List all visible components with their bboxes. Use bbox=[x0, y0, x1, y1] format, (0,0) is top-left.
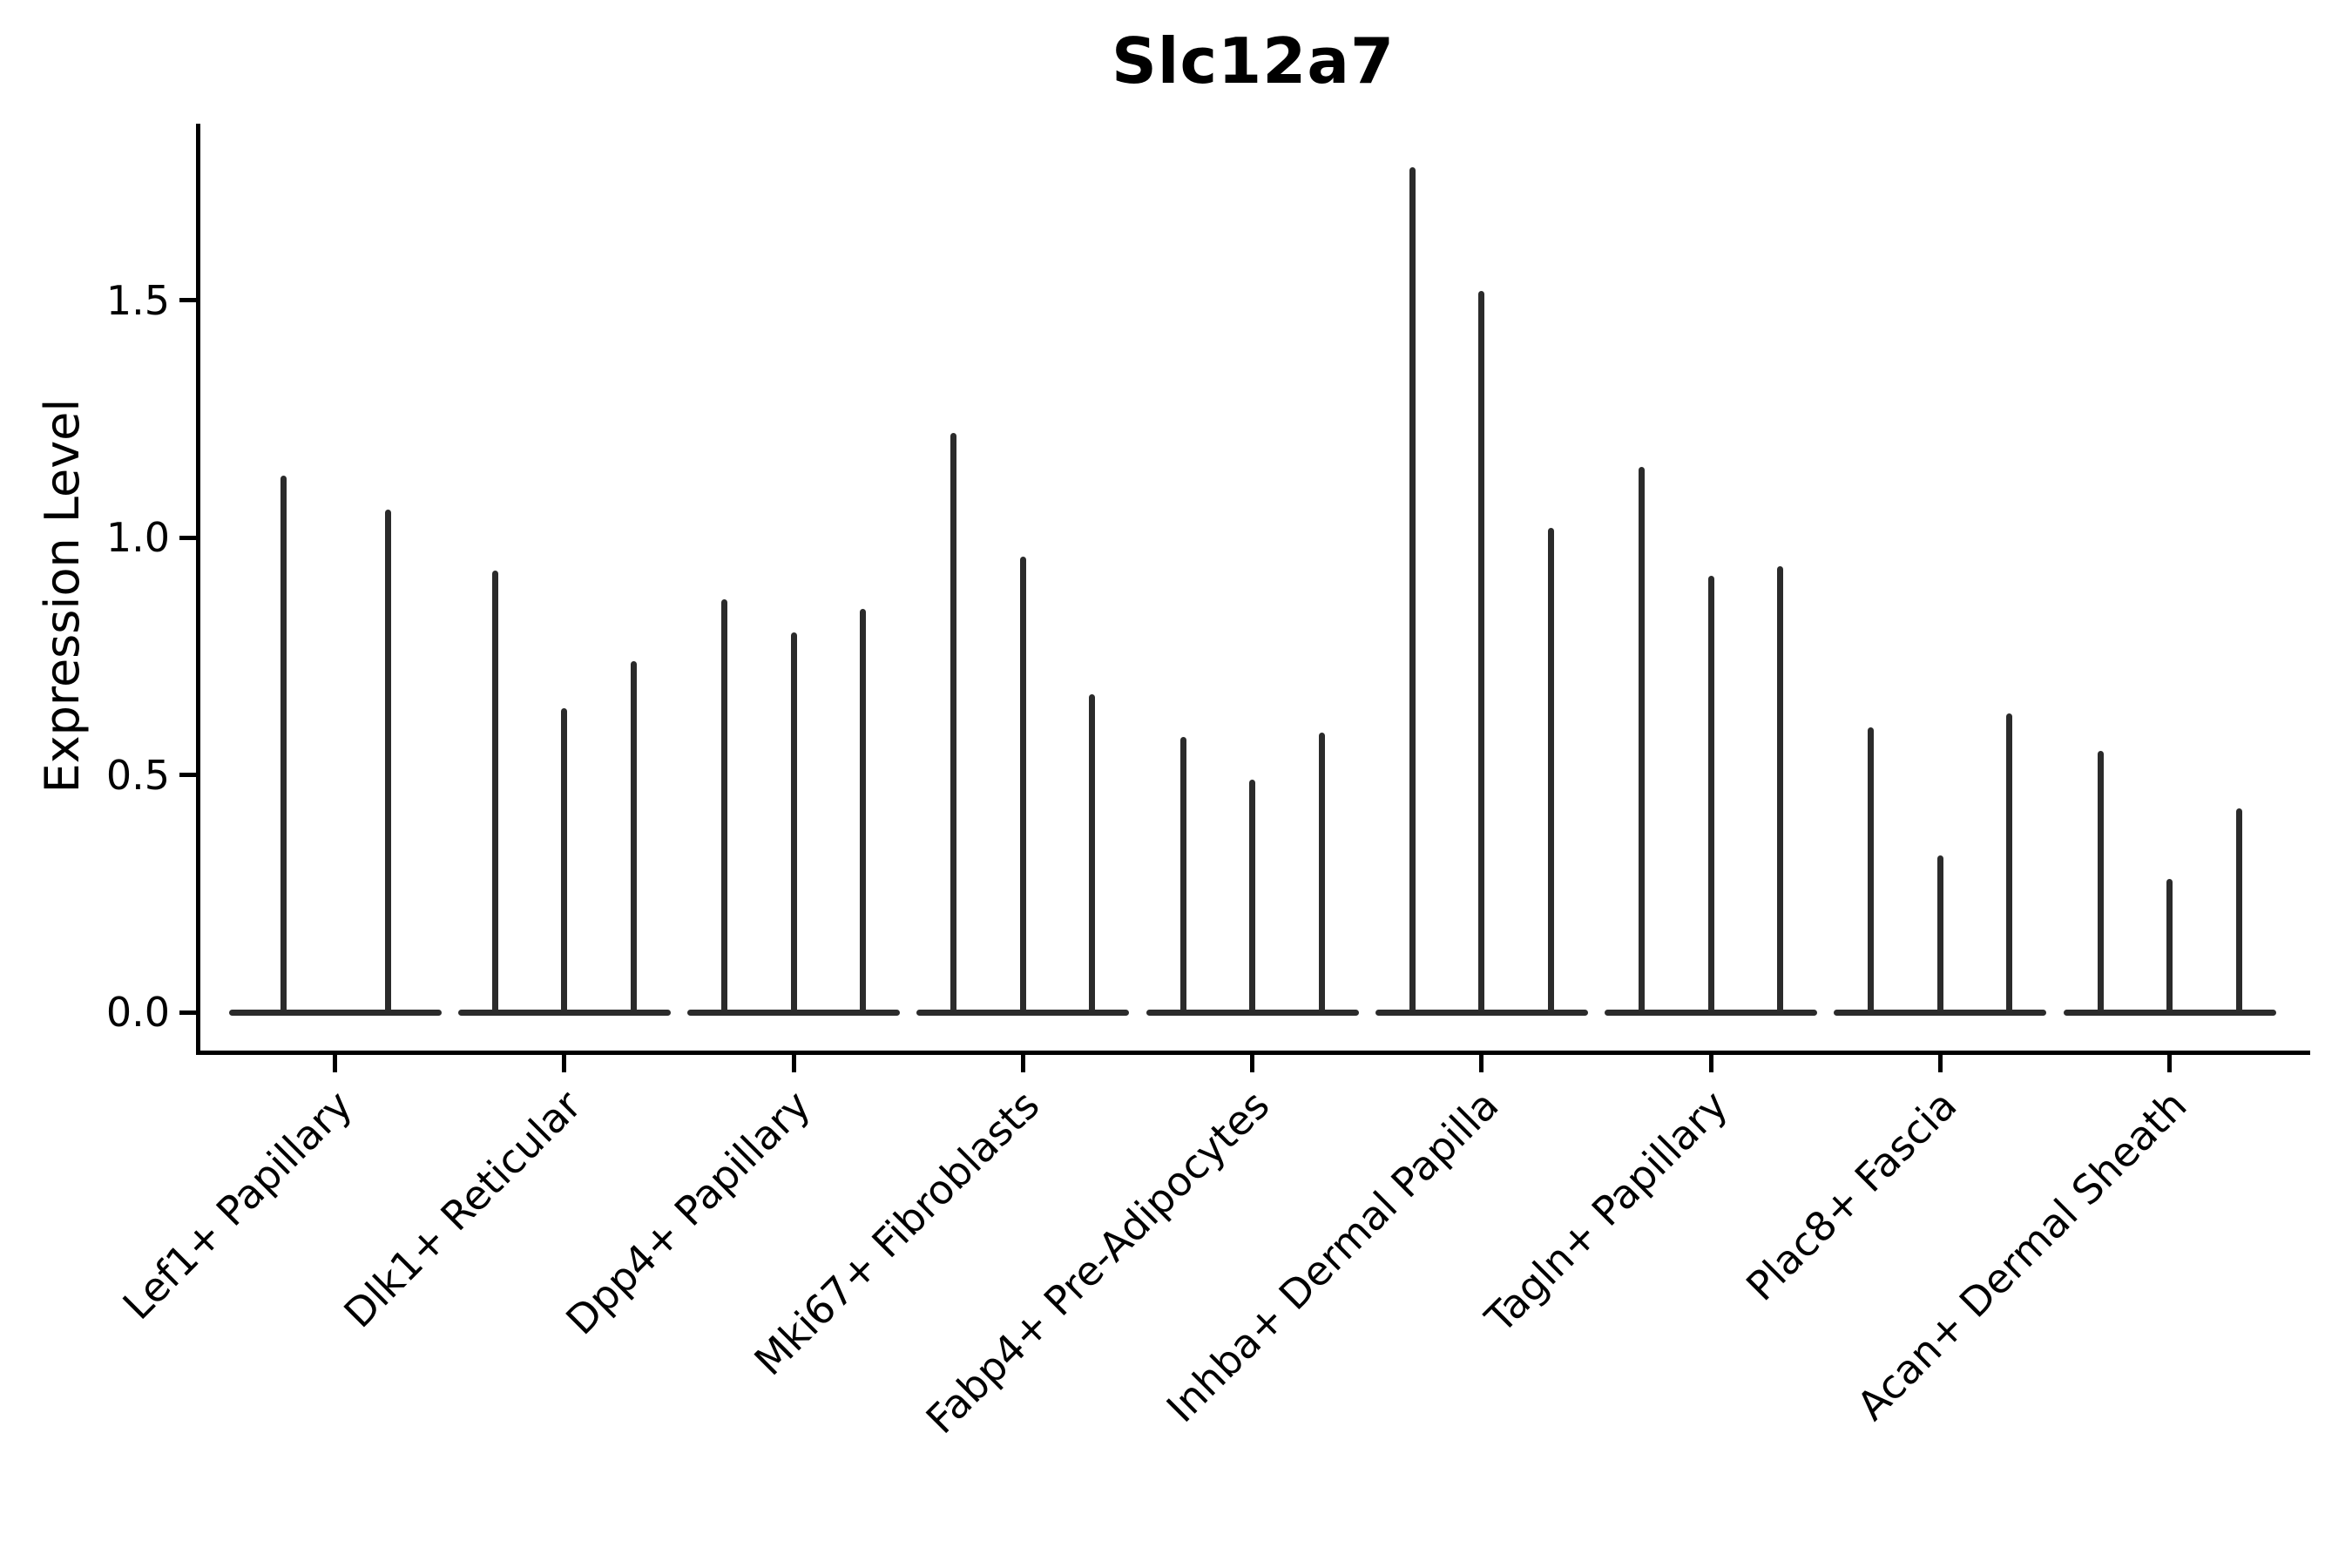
x-tick-mark bbox=[2167, 1055, 2172, 1072]
x-tick-label: Fabp4+ Pre-Adipocytes bbox=[916, 1081, 1278, 1443]
violin-spike bbox=[2097, 751, 2104, 1012]
y-tick-label: 1.0 bbox=[105, 514, 170, 562]
violin-spike bbox=[280, 476, 287, 1012]
violin-spike bbox=[2006, 713, 2013, 1012]
x-tick-label: Dpp4+ Papillary bbox=[557, 1081, 820, 1344]
violin-spike bbox=[1318, 732, 1325, 1012]
violin-spike bbox=[1639, 466, 1645, 1012]
x-tick-mark bbox=[1708, 1055, 1713, 1072]
violin-spike bbox=[2166, 879, 2173, 1012]
y-tick-label: 1.5 bbox=[105, 276, 170, 324]
y-tick-mark bbox=[179, 1010, 196, 1015]
violin-spike bbox=[1707, 575, 1714, 1012]
violin-spike bbox=[950, 433, 957, 1012]
x-tick-label: Dlk1+ Reticular bbox=[335, 1081, 591, 1337]
chart-title: Slc12a7 bbox=[1111, 24, 1396, 98]
x-tick-mark bbox=[791, 1055, 796, 1072]
violin-base bbox=[2063, 1009, 2276, 1016]
x-tick-label: Acan+ Dermal Sheath bbox=[1847, 1081, 2195, 1429]
x-tick-label: Plac8+ Fascia bbox=[1737, 1081, 1966, 1310]
x-tick-label: Inhba+ Dermal Papilla bbox=[1157, 1081, 1508, 1432]
violin-base bbox=[1375, 1009, 1588, 1016]
y-tick-label: 0.5 bbox=[105, 751, 170, 799]
violin-spike bbox=[1019, 557, 1026, 1012]
x-tick-mark bbox=[1250, 1055, 1254, 1072]
violin-base bbox=[1146, 1009, 1359, 1016]
violin-spike bbox=[1936, 855, 1943, 1012]
violin-spike bbox=[860, 609, 866, 1012]
violin-spike bbox=[721, 599, 727, 1012]
violin-base bbox=[457, 1009, 671, 1016]
violin-base bbox=[228, 1009, 442, 1016]
violin-spike bbox=[1868, 727, 1875, 1012]
violin-spike bbox=[1089, 694, 1096, 1012]
violin-spike bbox=[1478, 291, 1485, 1012]
violin-spike bbox=[561, 708, 568, 1012]
violin-spike bbox=[790, 632, 797, 1012]
violin-base bbox=[1605, 1009, 1817, 1016]
violin-base bbox=[1834, 1009, 2047, 1016]
violin-spike bbox=[1409, 167, 1416, 1012]
x-tick-label: Mki67+ Fibroblasts bbox=[745, 1081, 1049, 1385]
violin-spike bbox=[1777, 565, 1783, 1012]
violin-base bbox=[687, 1009, 900, 1016]
y-tick-label: 0.0 bbox=[105, 989, 170, 1036]
x-tick-mark bbox=[333, 1055, 337, 1072]
y-axis-spine bbox=[196, 124, 200, 1055]
x-axis-spine bbox=[196, 1051, 2310, 1055]
violin-spike bbox=[491, 571, 498, 1012]
violin-spike bbox=[1179, 737, 1186, 1012]
y-tick-mark bbox=[179, 535, 196, 540]
y-tick-mark bbox=[179, 773, 196, 778]
x-tick-mark bbox=[1937, 1055, 1943, 1072]
y-tick-mark bbox=[179, 298, 196, 303]
y-axis-label: Expression Level bbox=[35, 398, 90, 794]
violin-base bbox=[916, 1009, 1130, 1016]
x-tick-mark bbox=[1020, 1055, 1025, 1072]
violin-spike bbox=[2235, 808, 2242, 1012]
x-tick-mark bbox=[562, 1055, 567, 1072]
x-tick-mark bbox=[1479, 1055, 1484, 1072]
violin-spike bbox=[1547, 528, 1554, 1012]
violin-spike bbox=[1249, 780, 1255, 1012]
violin-spike bbox=[385, 509, 391, 1012]
x-tick-label: Tagln+ Papillary bbox=[1476, 1081, 1737, 1342]
violin-spike bbox=[630, 660, 637, 1012]
